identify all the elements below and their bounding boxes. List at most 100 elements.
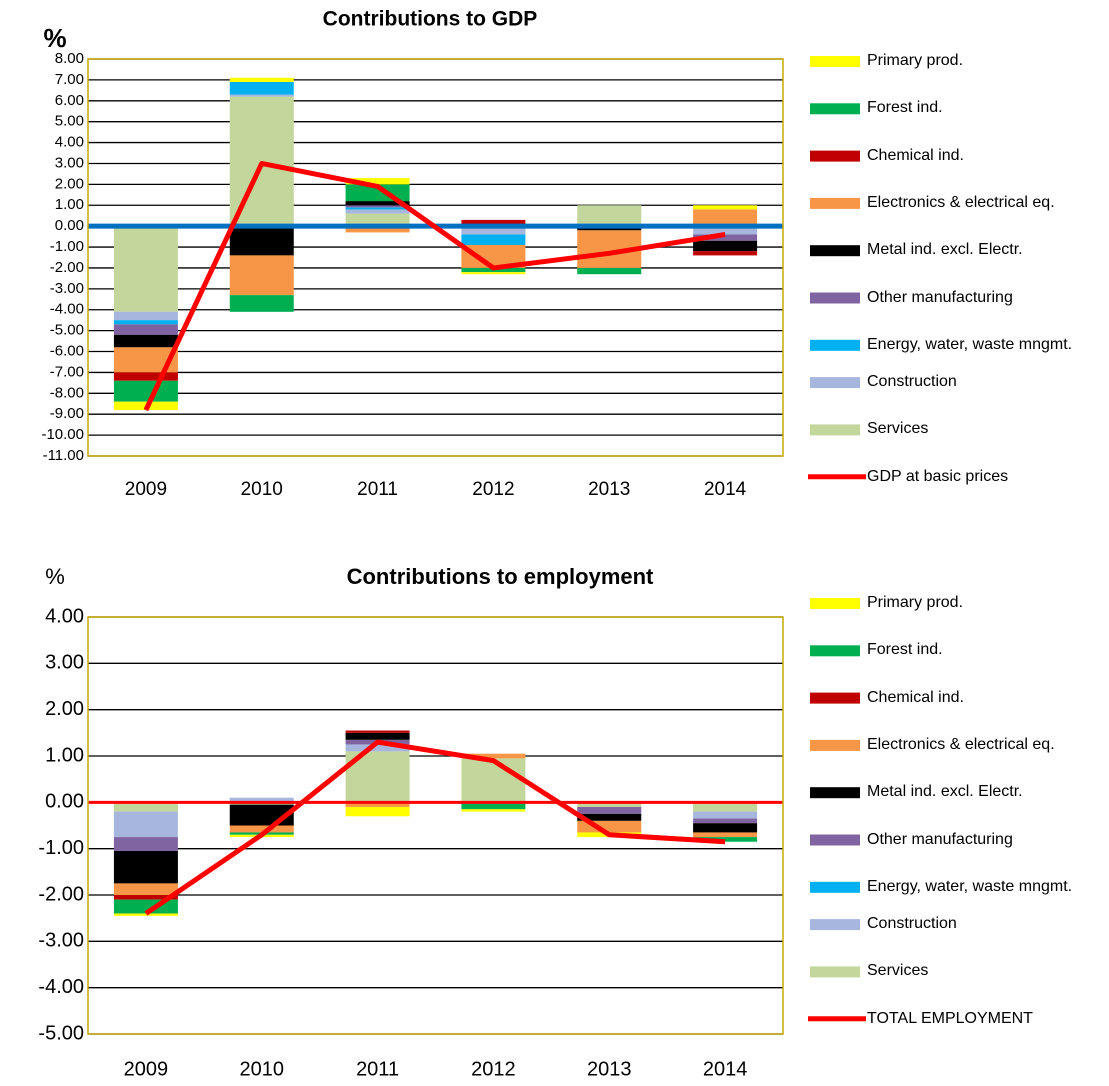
legend-item: Other manufacturing — [867, 831, 1013, 848]
y-tick-label: -2.00 — [38, 883, 84, 905]
y-tick-label: 1.00 — [45, 744, 84, 766]
legend-label: Chemical ind. — [867, 688, 964, 706]
y-tick-label: -11.00 — [43, 447, 84, 464]
legend-item: Services — [867, 420, 928, 437]
legend-label: Services — [867, 962, 929, 980]
bar-segment — [693, 802, 758, 812]
bar-segment — [693, 832, 758, 838]
legend-item: Metal ind. excl. Electr. — [867, 783, 1023, 800]
legend-swatch — [810, 881, 860, 893]
legend-label: Electronics & electrical eq. — [867, 735, 1055, 753]
legend-item: Construction — [867, 373, 957, 391]
x-tick-label: 2010 — [241, 479, 283, 500]
legend-label: TOTAL EMPLOYMENT — [867, 1009, 1033, 1027]
legend-label: Energy, water, waste mngmt. — [867, 877, 1073, 895]
bar-segment — [345, 732, 410, 740]
x-tick-label: 2014 — [703, 1058, 748, 1080]
legend-item: Chemical ind. — [867, 688, 964, 706]
bar-segment — [461, 802, 526, 810]
x-tick-label: 2012 — [471, 1058, 516, 1080]
legend-label: Other manufacturing — [867, 288, 1013, 306]
bar-segment — [693, 205, 758, 210]
bar-segment — [345, 730, 410, 733]
legend-item: Energy, water, waste mngmt. — [867, 877, 1073, 895]
bar-segment — [229, 255, 294, 296]
bar-segment — [461, 272, 526, 275]
y-tick-label: -10.00 — [41, 426, 84, 443]
legend-label: GDP at basic prices — [867, 467, 1009, 485]
bar-segment — [113, 811, 178, 838]
legend-swatch — [810, 692, 860, 704]
bar-segment — [345, 802, 410, 807]
y-tick-label: 2.00 — [45, 698, 84, 720]
bar-segment — [693, 226, 758, 235]
legend-item: Primary prod. — [867, 52, 963, 69]
plot-border — [87, 616, 784, 1035]
x-tick-label: 2014 — [704, 479, 747, 500]
x-tick-label: 2010 — [240, 1058, 285, 1080]
bar-segment — [577, 820, 642, 833]
legend-swatch — [810, 150, 860, 162]
y-tick-label: 4.00 — [45, 605, 84, 627]
bar-segment — [693, 234, 758, 241]
y-axis-label: % — [43, 23, 66, 53]
legend-label: Forest ind. — [867, 99, 943, 117]
bar-segment — [461, 758, 526, 803]
bar-segment — [113, 311, 178, 321]
bar-segment — [113, 324, 178, 335]
legend-item: Forest ind. — [867, 99, 943, 117]
legend-swatch — [810, 339, 860, 351]
y-tick-label: -5.00 — [50, 322, 84, 339]
y-tick-label: 3.00 — [45, 652, 84, 674]
legend-label: Energy, water, waste mngmt. — [867, 335, 1073, 353]
y-tick-label: 4.00 — [55, 134, 84, 151]
legend-item: Forest ind. — [867, 641, 943, 659]
legend-swatch — [810, 919, 860, 931]
bar-segment — [229, 226, 294, 256]
y-tick-label: 0.00 — [55, 217, 84, 234]
bar-segment — [693, 823, 758, 833]
bar-segment — [345, 744, 410, 752]
legend-item: Electronics & electrical eq. — [867, 735, 1055, 753]
legend-swatch — [810, 424, 860, 436]
x-tick-label: 2011 — [357, 479, 398, 500]
bar-segment — [345, 209, 410, 214]
bar-segment — [345, 178, 410, 185]
x-tick-label: 2009 — [124, 1058, 169, 1080]
legend-label: Construction — [867, 373, 957, 391]
bar-segment — [577, 267, 642, 275]
y-tick-label: -3.00 — [50, 280, 84, 297]
bar-segment — [113, 883, 178, 895]
legend-item: Metal ind. excl. Electr. — [867, 241, 1023, 259]
x-tick-label: 2012 — [472, 479, 514, 500]
legend-label: Metal ind. excl. Electr. — [867, 241, 1023, 259]
bar-segment — [461, 809, 526, 812]
bar-segment — [461, 244, 526, 268]
y-tick-label: -5.00 — [38, 1022, 84, 1044]
bar-segment — [229, 94, 294, 97]
legend-label: Forest ind. — [867, 641, 943, 659]
legend-swatch — [810, 966, 860, 978]
bar-segment — [229, 295, 294, 312]
y-tick-label: -3.00 — [38, 930, 84, 952]
bar-segment — [113, 913, 178, 916]
bar-segment — [577, 802, 642, 807]
y-tick-label: -4.00 — [50, 301, 84, 318]
bar-segment — [461, 226, 526, 235]
bar-segment — [577, 813, 642, 821]
bar-segment — [345, 201, 410, 206]
y-tick-label: 6.00 — [55, 92, 84, 109]
legend-swatch — [810, 739, 860, 751]
chart-title: Contributions to GDP — [323, 8, 538, 31]
bar-segment — [113, 802, 178, 812]
legend-item: TOTAL EMPLOYMENT — [867, 1009, 1033, 1027]
y-tick-label: -1.00 — [38, 837, 84, 859]
y-tick-label: -8.00 — [50, 384, 84, 401]
legend-swatch — [810, 103, 860, 115]
x-tick-label: 2013 — [588, 479, 630, 500]
legend-swatch — [810, 787, 860, 799]
y-tick-label: 5.00 — [55, 113, 84, 130]
legend-item: GDP at basic prices — [867, 467, 1009, 485]
legend-label: Electronics & electrical eq. — [867, 193, 1055, 211]
